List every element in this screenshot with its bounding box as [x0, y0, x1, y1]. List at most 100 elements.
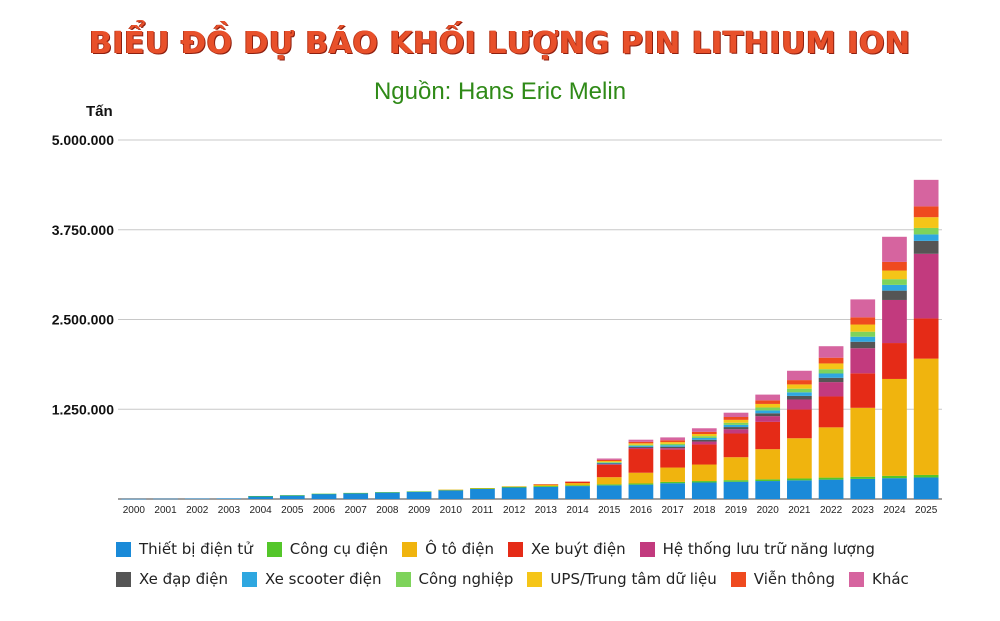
bar-segment — [850, 324, 876, 332]
bar-segment — [882, 236, 907, 262]
bar-segment — [787, 395, 812, 400]
bar-segment — [565, 481, 590, 484]
bar-segment — [501, 486, 527, 488]
bar-segment — [882, 261, 907, 271]
bar-segment — [755, 481, 781, 499]
bar-segment — [279, 495, 305, 496]
x-tick-label: 2007 — [345, 505, 368, 516]
bar-segment — [755, 413, 781, 417]
bar-segment — [818, 357, 844, 364]
y-tick-label: 3.750.000 — [52, 222, 114, 238]
bar-segment — [850, 478, 876, 499]
x-tick-label: 2025 — [915, 505, 938, 516]
bar-segment — [755, 449, 781, 480]
bar-segment — [311, 493, 337, 499]
bar-segment — [913, 217, 939, 228]
bar-segment — [818, 382, 844, 397]
bar-segment — [723, 422, 749, 425]
legend-swatch — [116, 541, 131, 557]
bar-segment — [818, 363, 844, 370]
bar-segment — [660, 440, 685, 443]
bar-segment — [628, 444, 654, 446]
bar-segment — [311, 493, 337, 495]
bar-segment — [406, 491, 432, 499]
bar-segment — [596, 459, 622, 462]
x-tick-label: 2001 — [154, 505, 177, 516]
bar-segment — [850, 348, 876, 374]
bar-segment — [596, 462, 622, 463]
bar-segment — [723, 427, 749, 430]
x-tick-label: 2019 — [725, 505, 748, 516]
legend-label: Xe đạp điện — [139, 570, 229, 588]
legend-swatch — [730, 571, 746, 587]
bar-segment — [723, 412, 749, 418]
bar-segment — [596, 461, 622, 463]
bar-segment — [470, 488, 495, 499]
legend-item: UPS/Trung tâm dữ liệu — [527, 570, 717, 588]
legend-item: Xe buýt điện — [508, 540, 626, 558]
chart-subtitle: Nguồn: Hans Eric Melin — [373, 78, 627, 105]
x-tick-label: 2022 — [820, 505, 843, 516]
legend-item: Xe đạp điện — [116, 570, 228, 588]
bar-segment — [596, 464, 622, 465]
bar-segment — [501, 486, 527, 487]
bar-segment — [533, 486, 559, 499]
bar-segment — [882, 279, 907, 285]
bar-segment — [660, 483, 685, 499]
legend-swatch — [395, 571, 411, 587]
x-tick-label: 2010 — [440, 505, 463, 516]
legend-label: Ô tô điện — [425, 540, 494, 558]
bar-segment — [755, 403, 781, 408]
bar-segment — [533, 484, 559, 487]
bar-segment — [691, 436, 717, 438]
bar-segment — [818, 369, 844, 374]
bar-segment — [913, 318, 939, 359]
bar-segment — [818, 346, 844, 358]
bar-segment — [787, 384, 812, 389]
y-tick-label: 1.250.000 — [52, 401, 114, 417]
x-tick-label: 2003 — [218, 505, 241, 516]
x-tick-label: 2014 — [566, 505, 589, 516]
bar-segment — [818, 377, 844, 383]
legend-swatch — [402, 541, 418, 557]
bar-segment — [723, 424, 749, 428]
legend-label: Thiết bị điện tử — [139, 540, 253, 558]
bar-segment — [850, 336, 876, 342]
legend-swatch — [508, 541, 523, 557]
x-tick-label: 2017 — [661, 505, 684, 516]
bar-segment — [596, 484, 622, 486]
bar-segment — [628, 441, 654, 444]
legend-item: Công nghiệp — [395, 570, 513, 588]
bar-segment — [691, 444, 717, 465]
bar-segment — [755, 416, 781, 422]
legend-swatch — [527, 571, 543, 587]
bar-segment — [660, 481, 685, 484]
bar-segment — [787, 480, 812, 499]
bar-segment — [691, 439, 717, 442]
legend-swatch — [242, 571, 258, 587]
bar-segment — [787, 438, 812, 479]
legend-item: Xe scooter điện — [242, 570, 382, 588]
x-tick-label: 2023 — [852, 505, 875, 516]
x-tick-label: 2009 — [408, 505, 431, 516]
bar-segment — [723, 480, 749, 482]
bar-segment — [565, 483, 590, 486]
y-tick-label: 2.500.000 — [52, 312, 114, 328]
bar-segment — [533, 484, 559, 485]
bar-segment — [850, 407, 876, 477]
x-tick-label: 2004 — [249, 505, 272, 516]
bar-segment — [787, 478, 812, 481]
bar-segment — [596, 477, 622, 485]
legend-label: Xe scooter điện — [265, 570, 382, 588]
bar-segment — [850, 299, 876, 318]
legend-label: Khác — [871, 570, 909, 588]
bar-segment — [596, 464, 622, 478]
bar-segment — [882, 290, 907, 300]
bar-segment — [723, 419, 749, 423]
bar-segment — [406, 491, 432, 492]
bar-segment — [913, 253, 939, 319]
legend-item: Viễn thông — [730, 570, 835, 588]
bar-segment — [660, 448, 685, 450]
bar-segment — [216, 498, 242, 499]
bar-segment — [343, 493, 369, 499]
